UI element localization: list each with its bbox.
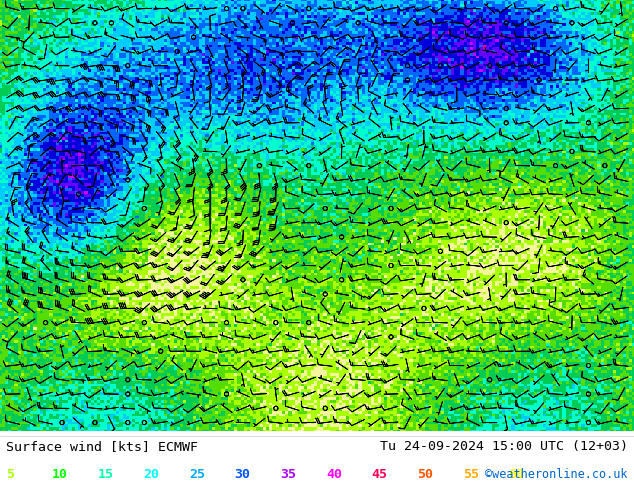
Text: Surface wind [kts] ECMWF: Surface wind [kts] ECMWF xyxy=(6,440,198,453)
Text: ©weatheronline.co.uk: ©weatheronline.co.uk xyxy=(485,468,628,481)
Text: 45: 45 xyxy=(372,468,387,481)
Text: 20: 20 xyxy=(143,468,159,481)
Text: 25: 25 xyxy=(189,468,205,481)
Text: 50: 50 xyxy=(417,468,433,481)
Text: 35: 35 xyxy=(280,468,296,481)
Text: 15: 15 xyxy=(98,468,113,481)
Text: 30: 30 xyxy=(235,468,250,481)
Text: 5: 5 xyxy=(6,468,15,481)
Text: 40: 40 xyxy=(326,468,342,481)
Text: 55: 55 xyxy=(463,468,479,481)
Text: Tu 24-09-2024 15:00 UTC (12+03): Tu 24-09-2024 15:00 UTC (12+03) xyxy=(380,440,628,453)
Text: 10: 10 xyxy=(52,468,68,481)
Text: 60: 60 xyxy=(508,468,524,481)
